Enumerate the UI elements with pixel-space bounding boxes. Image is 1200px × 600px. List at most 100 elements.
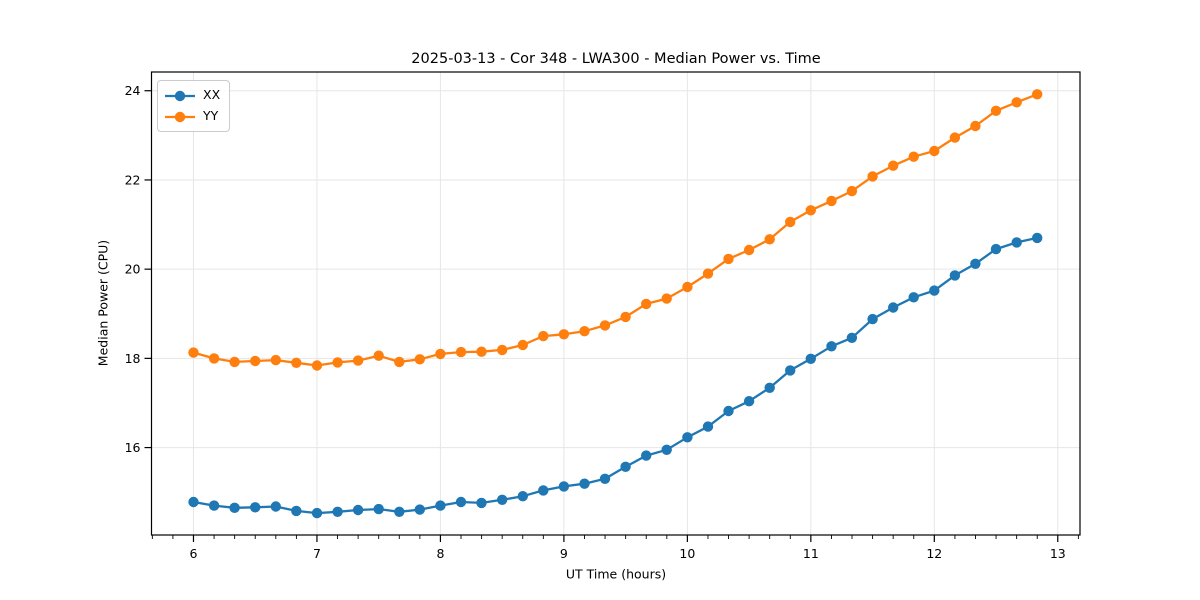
series-yy-marker xyxy=(352,355,364,366)
series-yy-marker xyxy=(208,353,220,364)
series-xx-marker xyxy=(990,243,1002,255)
series-yy-marker xyxy=(188,347,199,358)
series-yy-marker xyxy=(558,329,570,340)
series-yy-marker xyxy=(538,330,549,342)
series-yy-marker xyxy=(373,350,384,361)
x-tick-label: 8 xyxy=(436,546,444,561)
x-tick-label: 7 xyxy=(313,546,321,561)
series-yy-line xyxy=(192,93,1039,367)
series-yy-marker xyxy=(394,356,405,368)
series-xx-marker xyxy=(867,313,878,325)
series-xx-marker xyxy=(435,500,446,511)
series-xx-marker xyxy=(538,485,549,496)
y-tick-label: 18 xyxy=(125,351,141,366)
series-yy-marker xyxy=(311,360,323,371)
series-xx-marker xyxy=(599,473,611,484)
series-yy-marker xyxy=(723,253,734,265)
series-yy-marker xyxy=(929,145,940,157)
series-yy-marker xyxy=(990,105,1002,117)
series-xx-marker xyxy=(517,491,528,502)
series-xx-marker xyxy=(1011,237,1022,248)
series-xx-marker xyxy=(497,494,508,505)
series-yy-marker xyxy=(846,185,858,197)
series-xx-marker xyxy=(949,270,961,281)
series-yy-marker xyxy=(579,326,590,337)
series-yy-marker xyxy=(476,346,487,357)
series-yy-marker xyxy=(641,298,652,310)
series-xx-marker xyxy=(352,504,364,516)
x-tick-label: 10 xyxy=(679,546,695,561)
series-xx-marker xyxy=(414,504,425,515)
legend-line-sample-icon xyxy=(165,90,195,101)
y-tick-label: 24 xyxy=(125,83,141,98)
series-xx-line xyxy=(192,236,1039,515)
plot-border xyxy=(150,71,1081,536)
series-yy-marker xyxy=(291,357,302,368)
series-yy-marker xyxy=(908,151,919,162)
series-yy-marker xyxy=(805,205,816,216)
series-yy-marker xyxy=(620,311,631,323)
series-yy-marker xyxy=(599,320,611,331)
series-yy-marker xyxy=(764,234,775,245)
series-yy-marker xyxy=(332,357,343,368)
series-xx-marker xyxy=(332,506,343,517)
series-xx-marker xyxy=(661,444,672,455)
series-xx-marker xyxy=(250,502,261,513)
legend-line-sample-icon xyxy=(165,111,195,122)
series-xx-marker xyxy=(188,496,199,508)
series-xx-marker xyxy=(970,258,981,269)
legend-label: XX xyxy=(203,87,221,103)
series-xx-marker xyxy=(682,432,693,443)
series-yy-marker xyxy=(1011,97,1022,108)
series-xx-marker xyxy=(579,478,590,489)
x-tick-label: 11 xyxy=(803,546,819,561)
x-tick-label: 9 xyxy=(560,546,568,561)
y-tick-label: 20 xyxy=(125,262,141,277)
series-yy-marker xyxy=(702,268,714,279)
series-yy-marker xyxy=(435,348,446,360)
series-yy-marker xyxy=(497,344,508,356)
series-xx-marker xyxy=(208,500,220,511)
series-xx-marker xyxy=(929,285,940,296)
legend-item-yy: YY xyxy=(164,106,220,127)
y-tick-label: 16 xyxy=(125,440,141,455)
series-xx-marker xyxy=(743,396,755,407)
series-yy-marker xyxy=(970,120,981,132)
series-xx-marker xyxy=(291,505,302,517)
legend-label: YY xyxy=(203,108,219,124)
series-xx-marker xyxy=(455,496,467,508)
series-yy-marker xyxy=(785,216,796,228)
x-tick-label: 6 xyxy=(190,546,198,561)
series-xx-marker xyxy=(702,421,714,432)
series-yy-marker xyxy=(867,171,878,182)
series-xx-marker xyxy=(764,382,775,393)
series-xx-marker xyxy=(620,461,631,472)
y-tick-label: 22 xyxy=(125,172,141,187)
series-xx-marker xyxy=(1032,232,1043,244)
x-axis-label: UT Time (hours) xyxy=(565,566,667,582)
series-yy-marker xyxy=(270,354,281,366)
series-xx-marker xyxy=(785,365,796,376)
series-yy-marker xyxy=(743,244,755,256)
series-xx-marker xyxy=(373,503,384,515)
series-yy-marker xyxy=(455,346,467,358)
series-xx-marker xyxy=(270,501,281,512)
series-xx-marker xyxy=(476,497,487,509)
series-xx-marker xyxy=(888,302,899,313)
legend: XX YY xyxy=(157,80,231,132)
series-yy-marker xyxy=(888,160,899,171)
series-yy-marker xyxy=(250,355,261,367)
series-yy-marker xyxy=(826,195,837,207)
series-xx-marker xyxy=(846,332,858,343)
series-yy-marker xyxy=(414,354,425,365)
series-xx-marker xyxy=(908,292,919,303)
legend-item-xx: XX xyxy=(164,85,220,106)
series-xx-marker xyxy=(805,353,816,364)
series-xx-marker xyxy=(394,506,405,517)
series-xx-marker xyxy=(641,450,652,461)
chart-title: 2025-03-13 - Cor 348 - LWA300 - Median P… xyxy=(411,51,821,67)
series-yy-marker xyxy=(517,339,528,351)
series-xx-marker xyxy=(558,481,570,492)
